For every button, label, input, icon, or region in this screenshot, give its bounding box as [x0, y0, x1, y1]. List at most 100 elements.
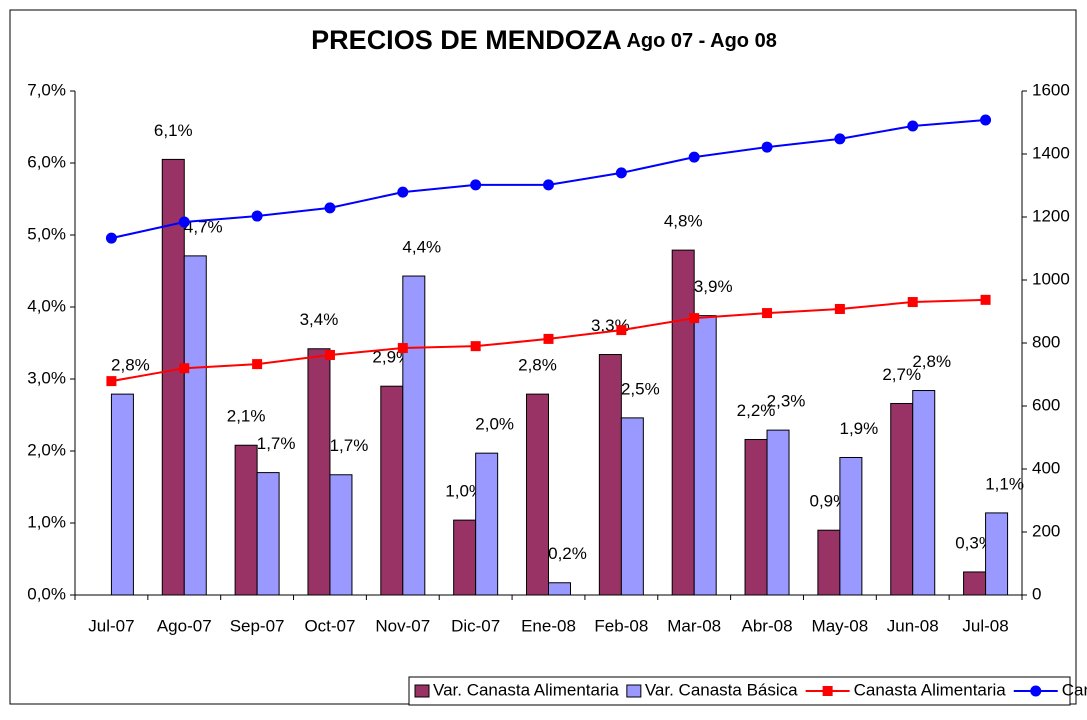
- x-tick-label: Dic-07: [451, 616, 500, 635]
- y2-tick-label: 400: [1032, 458, 1060, 477]
- marker: [324, 202, 336, 214]
- legend-swatch: [414, 684, 430, 698]
- y2-tick-label: 1600: [1032, 80, 1070, 99]
- bar: [329, 474, 353, 596]
- x-tick-label: Abr-08: [742, 616, 793, 635]
- marker: [470, 179, 482, 191]
- data-label: 4,4%: [402, 238, 441, 257]
- marker: [106, 376, 117, 387]
- marker: [834, 133, 846, 145]
- marker: [324, 349, 335, 360]
- bar: [453, 519, 477, 596]
- marker: [834, 303, 845, 314]
- data-label: 2,2%: [737, 401, 776, 420]
- x-tick-label: Jun-08: [887, 616, 939, 635]
- bar: [985, 512, 1009, 596]
- y-tick-label: 7,0%: [27, 80, 66, 99]
- data-label: 0,3%: [955, 533, 994, 552]
- legend-box: [408, 676, 1071, 706]
- bar: [475, 452, 499, 596]
- data-label: 0,9%: [810, 492, 849, 511]
- data-label: 1,0%: [445, 482, 484, 501]
- data-label: 1,7%: [330, 436, 369, 455]
- bar: [526, 393, 549, 596]
- y2-tick-label: 0: [1032, 584, 1041, 603]
- x-tick-label: Nov-07: [375, 616, 430, 635]
- data-label: 1,1%: [985, 474, 1024, 493]
- marker: [761, 141, 773, 153]
- marker: [762, 308, 773, 319]
- y-tick-label: 2,0%: [27, 440, 66, 459]
- data-label: 2,5%: [621, 379, 660, 398]
- legend-marker: [822, 686, 833, 696]
- bar: [744, 438, 768, 596]
- legend-swatch: [626, 684, 642, 698]
- bar: [548, 582, 571, 596]
- data-label: 6,1%: [154, 121, 193, 140]
- marker: [980, 294, 991, 305]
- data-label: 2,0%: [475, 415, 514, 434]
- title: PRECIOS DE MENDOZA: [311, 25, 622, 55]
- bar: [598, 354, 622, 596]
- x-tick-label: Feb-08: [594, 616, 648, 635]
- chart-title: PRECIOS DE MENDOZA Ago 07 - Ago 08: [311, 25, 777, 55]
- x-tick-label: Oct-07: [304, 616, 355, 635]
- bar: [693, 315, 717, 596]
- x-tick-label: Mar-08: [667, 616, 721, 635]
- y2-tick-label: 600: [1032, 395, 1060, 414]
- legend-label: Canasta Básica: [1062, 680, 1087, 699]
- bar: [963, 571, 987, 596]
- bar: [620, 417, 644, 596]
- marker: [907, 120, 919, 132]
- legend-label: Var. Canasta Alimentaria: [433, 680, 619, 699]
- marker: [470, 341, 481, 352]
- bar: [890, 402, 914, 596]
- x-tick-label: Ago-07: [157, 616, 212, 635]
- subtitle: Ago 07 - Ago 08: [626, 30, 776, 52]
- y-tick-label: 0,0%: [27, 584, 66, 603]
- legend-label: Var. Canasta Básica: [645, 680, 798, 699]
- data-label: 2,1%: [227, 407, 266, 426]
- marker: [616, 325, 627, 336]
- data-label: 1,7%: [257, 434, 296, 453]
- marker: [105, 232, 117, 244]
- legend-marker: [1030, 685, 1042, 697]
- marker: [689, 313, 700, 324]
- marker: [179, 363, 190, 374]
- bar: [380, 385, 404, 596]
- y2-tick-label: 1400: [1032, 143, 1070, 162]
- data-label: 2,8%: [111, 356, 150, 375]
- bar: [671, 249, 695, 596]
- x-tick-label: May-08: [812, 616, 869, 635]
- x-tick-label: Sep-07: [230, 616, 285, 635]
- bar: [307, 348, 331, 596]
- y-tick-label: 6,0%: [27, 152, 66, 171]
- y-tick-label: 5,0%: [27, 224, 66, 243]
- data-label: 0,2%: [548, 544, 587, 563]
- marker: [615, 167, 627, 179]
- bar: [234, 444, 258, 596]
- data-label: 2,3%: [767, 392, 806, 411]
- y2-tick-label: 200: [1032, 521, 1060, 540]
- x-tick-label: Jul-08: [962, 616, 1008, 635]
- marker: [543, 333, 554, 344]
- bar: [183, 255, 207, 596]
- marker: [397, 186, 409, 198]
- bar: [402, 275, 426, 596]
- bar: [817, 529, 841, 596]
- legend-label: Canasta Alimentaria: [854, 680, 1007, 699]
- marker: [252, 359, 263, 370]
- marker: [980, 114, 992, 126]
- data-label: 3,4%: [300, 310, 339, 329]
- marker: [251, 210, 263, 222]
- data-label: 4,8%: [664, 212, 703, 231]
- marker: [688, 151, 700, 163]
- y-tick-label: 3,0%: [27, 368, 66, 387]
- marker: [543, 179, 554, 191]
- data-label: 2,8%: [912, 352, 951, 371]
- y2-tick-label: 1200: [1032, 206, 1070, 225]
- y-tick-label: 1,0%: [27, 512, 66, 531]
- data-label: 2,7%: [882, 365, 921, 384]
- x-tick-label: Ene-08: [521, 616, 576, 635]
